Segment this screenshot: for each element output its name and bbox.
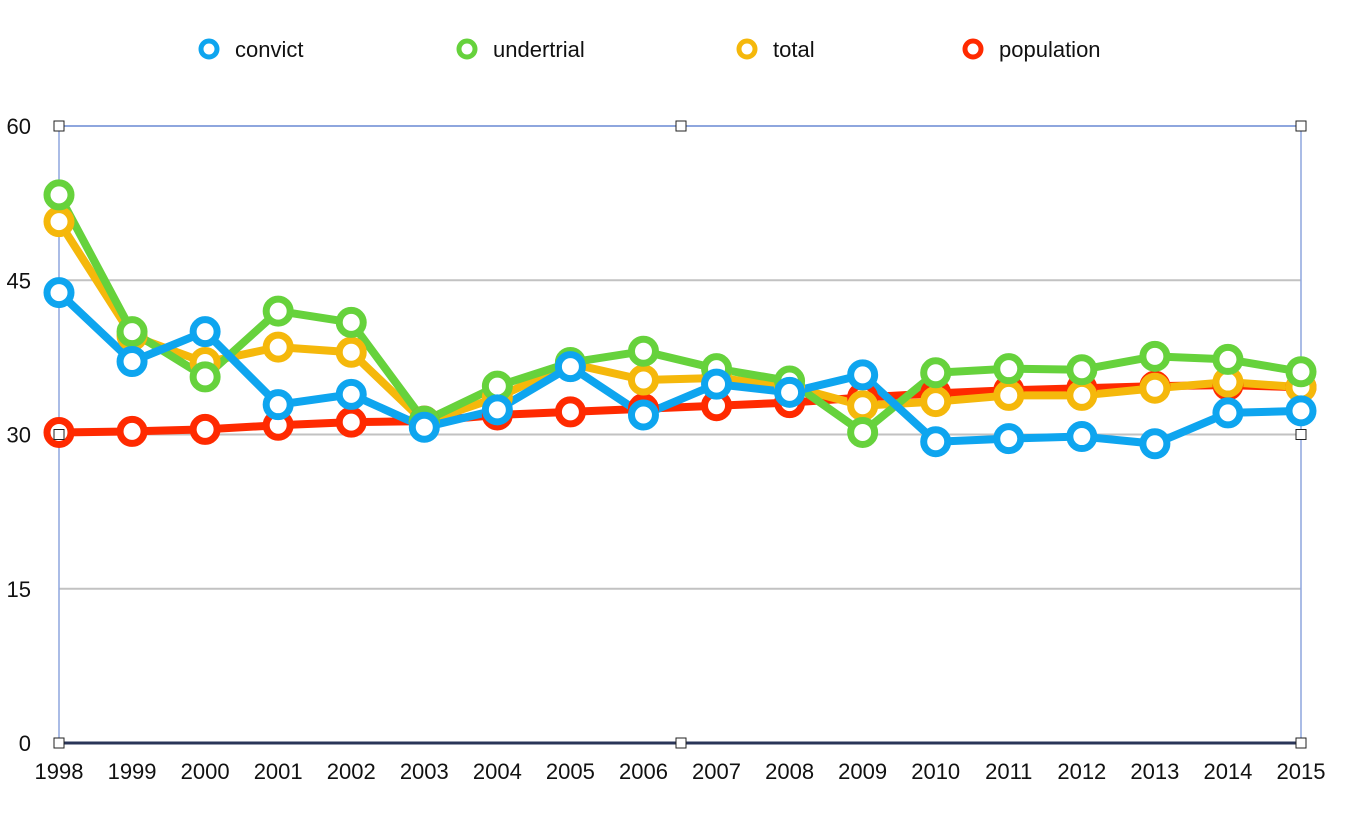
x-tick-label: 2015 (1277, 759, 1326, 784)
data-point-total-2011 (993, 379, 1025, 411)
data-point-convict-1998 (43, 277, 75, 309)
data-point-total-2012 (1066, 379, 1098, 411)
x-tick-label: 2007 (692, 759, 741, 784)
legend-label-undertrial: undertrial (493, 37, 585, 62)
data-point-undertrial-2015 (1285, 356, 1317, 388)
resize-handle[interactable] (675, 737, 687, 749)
data-point-population-2002 (335, 406, 367, 438)
selection-handles[interactable] (53, 120, 1307, 749)
data-point-undertrial-1998 (43, 179, 75, 211)
x-tick-label: 2012 (1057, 759, 1106, 784)
y-tick-label: 60 (7, 114, 31, 139)
x-tick-label: 2013 (1130, 759, 1179, 784)
data-point-population-2005 (554, 396, 586, 428)
legend-item-population: population (962, 37, 1101, 62)
data-point-convict-2002 (335, 378, 367, 410)
y-tick-label: 45 (7, 268, 31, 293)
data-point-convict-2007 (701, 368, 733, 400)
x-tick-label: 2011 (985, 759, 1032, 784)
data-point-total-2010 (920, 386, 952, 418)
legend: convict undertrial total population (198, 37, 1101, 62)
resize-handle[interactable] (675, 120, 687, 132)
x-tick-label: 2001 (254, 759, 303, 784)
data-point-population-2000 (189, 413, 221, 445)
x-tick-label: 2008 (765, 759, 814, 784)
data-point-total-2006 (627, 364, 659, 396)
resize-handle[interactable] (1295, 429, 1307, 440)
data-point-undertrial-2006 (627, 335, 659, 367)
resize-handle[interactable] (1295, 737, 1307, 749)
x-tick-label: 2000 (181, 759, 230, 784)
data-point-undertrial-2002 (335, 306, 367, 338)
legend-label-population: population (999, 37, 1101, 62)
data-point-total-1998 (43, 206, 75, 238)
legend-marker-convict (198, 38, 220, 60)
data-point-convict-2000 (189, 316, 221, 348)
x-tick-label: 2005 (546, 759, 595, 784)
x-tick-label: 1999 (108, 759, 157, 784)
data-point-convict-2003 (408, 411, 440, 443)
data-point-undertrial-2011 (993, 353, 1025, 385)
x-tick-label: 1998 (35, 759, 84, 784)
data-point-convict-2014 (1212, 397, 1244, 429)
legend-marker-population (962, 38, 984, 60)
data-point-undertrial-1999 (116, 316, 148, 348)
data-point-undertrial-2014 (1212, 343, 1244, 375)
data-point-convict-2009 (847, 359, 879, 391)
x-tick-label: 2002 (327, 759, 376, 784)
data-point-population-1999 (116, 415, 148, 447)
data-point-undertrial-2013 (1139, 340, 1171, 372)
legend-label-total: total (773, 37, 815, 62)
x-tick-label: 2009 (838, 759, 887, 784)
y-tick-label: 0 (19, 731, 31, 756)
legend-marker-undertrial (456, 38, 478, 60)
data-point-total-2002 (335, 336, 367, 368)
data-point-undertrial-2012 (1066, 354, 1098, 386)
data-point-convict-2015 (1285, 395, 1317, 427)
data-point-convict-2011 (993, 423, 1025, 455)
legend-item-convict: convict (198, 37, 303, 62)
legend-label-convict: convict (235, 37, 303, 62)
y-axis: 0 15 30 45 60 (7, 114, 31, 756)
data-point-undertrial-2010 (920, 357, 952, 389)
resize-handle[interactable] (53, 120, 65, 132)
data-point-convict-2008 (774, 376, 806, 408)
data-point-convict-2005 (554, 351, 586, 383)
data-point-convict-2010 (920, 426, 952, 458)
resize-handle[interactable] (53, 429, 65, 440)
data-point-convict-2012 (1066, 421, 1098, 453)
y-tick-label: 30 (7, 423, 31, 448)
x-tick-label: 2010 (911, 759, 960, 784)
resize-handle[interactable] (53, 737, 65, 749)
series-line-total (55, 217, 1305, 427)
x-tick-label: 2004 (473, 759, 522, 784)
resize-handle[interactable] (1295, 120, 1307, 132)
data-point-convict-2004 (481, 394, 513, 426)
data-point-convict-2001 (262, 389, 294, 421)
data-point-total-2009 (847, 390, 879, 422)
y-tick-label: 15 (7, 577, 31, 602)
data-point-undertrial-2001 (262, 295, 294, 327)
data-point-total-2001 (262, 331, 294, 363)
series-lines (55, 190, 1305, 448)
data-point-convict-2013 (1139, 428, 1171, 460)
data-point-undertrial-2009 (847, 416, 879, 448)
x-tick-label: 2014 (1203, 759, 1252, 784)
data-point-convict-1999 (116, 345, 148, 377)
legend-item-undertrial: undertrial (456, 37, 585, 62)
x-tick-label: 2003 (400, 759, 449, 784)
series-line-convict (55, 288, 1305, 448)
legend-item-total: total (736, 37, 815, 62)
data-point-convict-2006 (627, 399, 659, 431)
data-point-total-2013 (1139, 372, 1171, 404)
x-tick-label: 2006 (619, 759, 668, 784)
x-axis: 1998 1999 2000 2001 2002 2003 2004 2005 2006 2007… (35, 759, 1326, 784)
series-markers (43, 179, 1317, 460)
legend-marker-total (736, 38, 758, 60)
data-point-undertrial-2000 (189, 361, 221, 393)
